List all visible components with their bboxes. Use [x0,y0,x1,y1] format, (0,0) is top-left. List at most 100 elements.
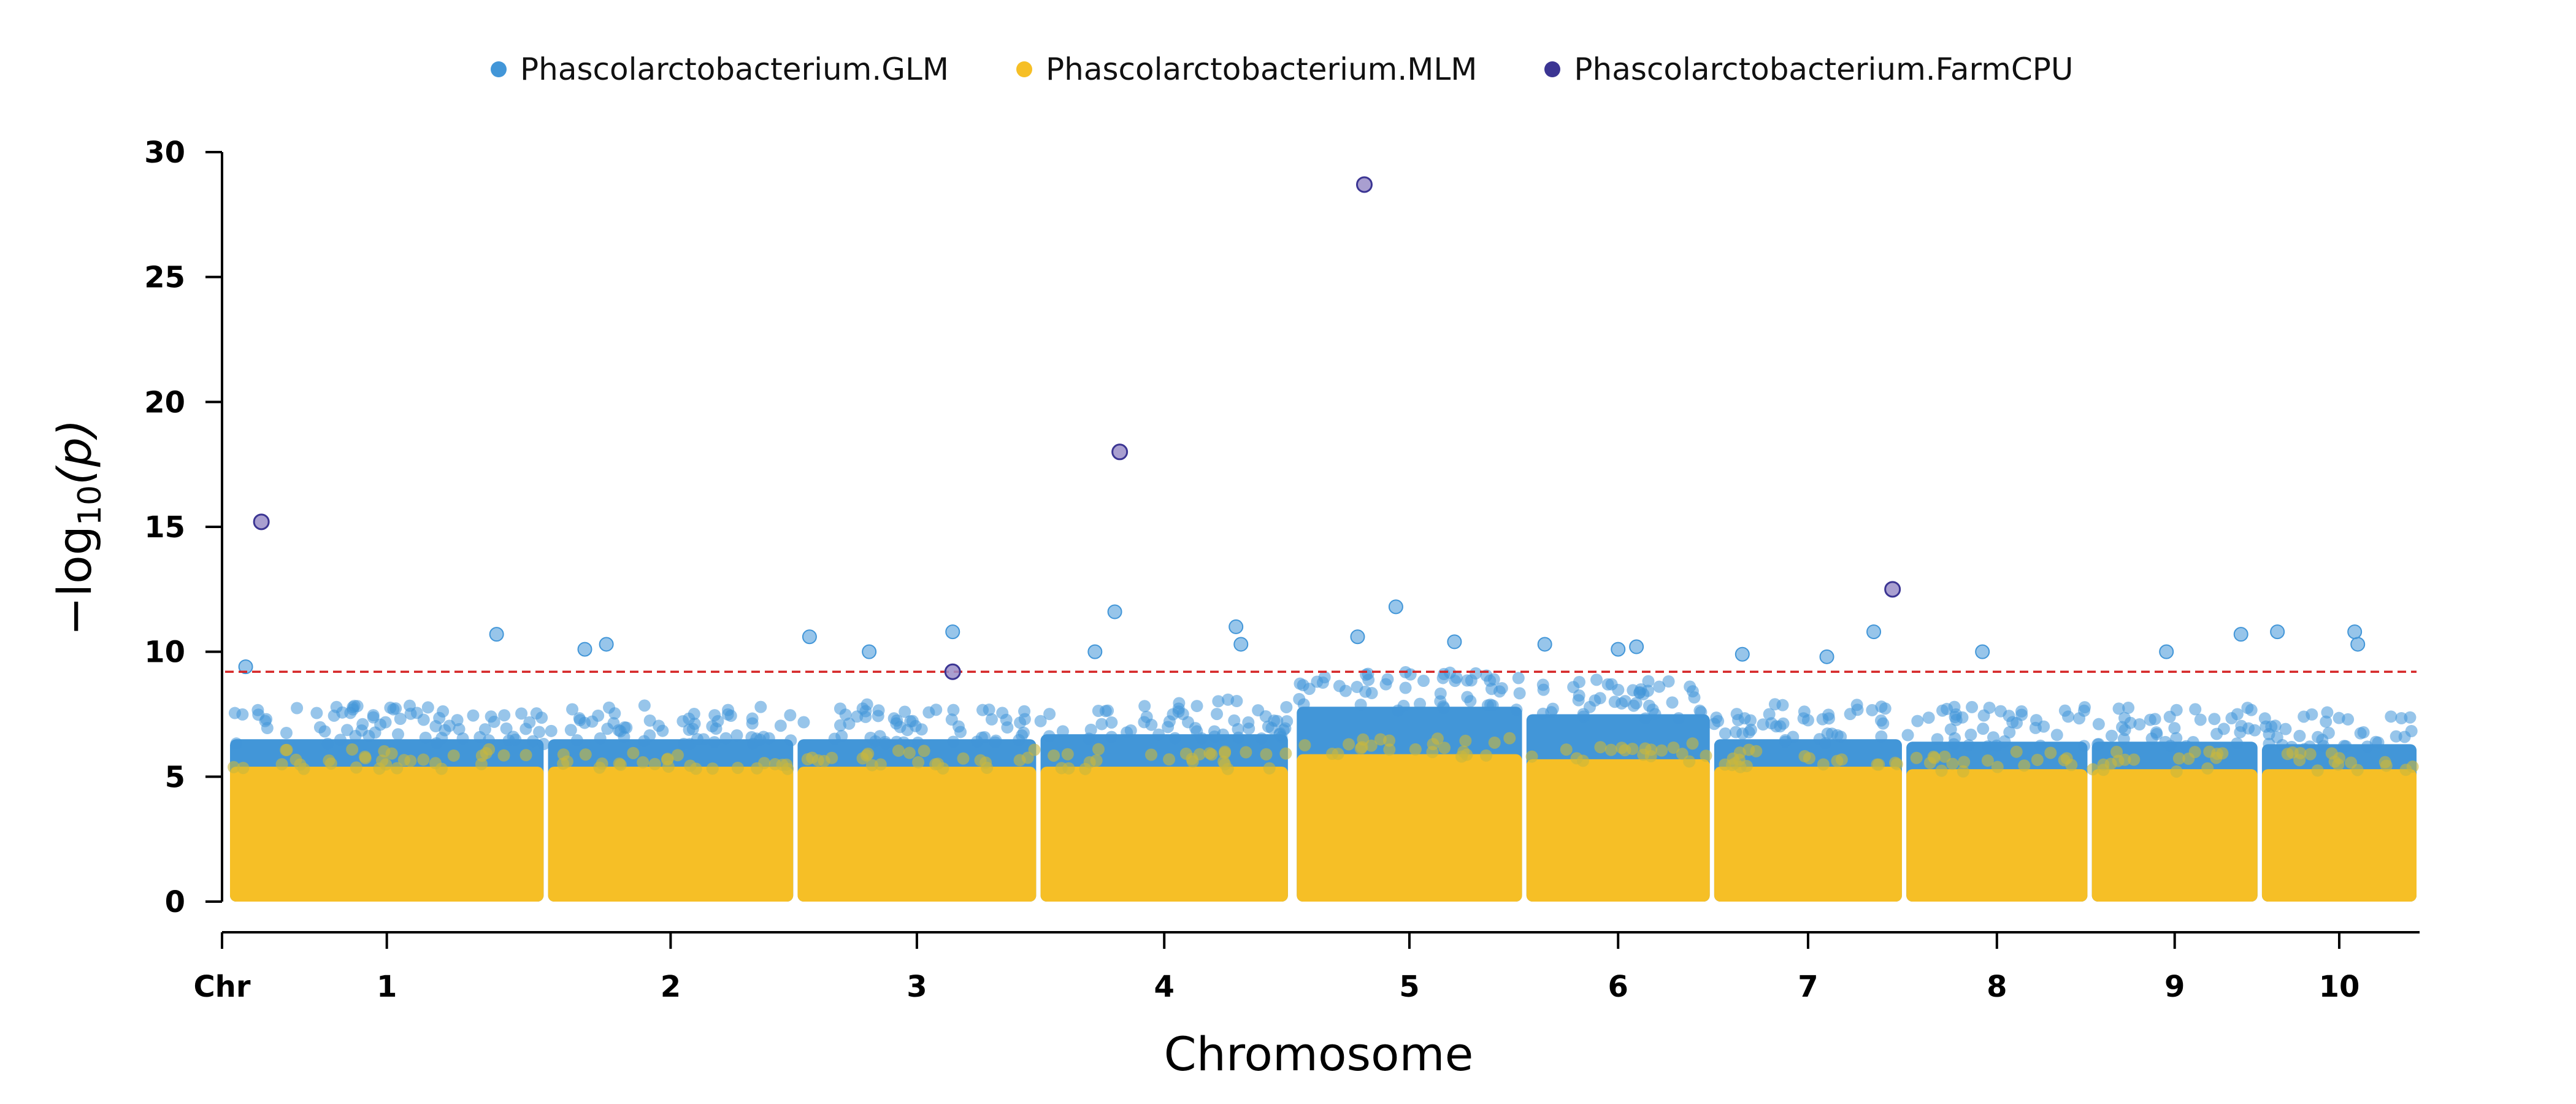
mlm-point [1938,750,1951,763]
glm-point [1293,692,1306,705]
glm-point [545,724,558,737]
mlm-band-chr7 [1714,767,1902,902]
mlm-point [1525,750,1538,763]
mlm-point [661,753,674,765]
glm-top-hit [2347,624,2363,640]
glm-point [2092,738,2105,751]
mlm-point [350,761,362,774]
mlm-point [1676,748,1689,761]
glm-point [1486,699,1499,712]
glm-point [1966,700,1979,713]
glm-point [947,703,960,716]
glm-point [1318,671,1331,684]
glm-point [1875,700,1888,713]
mlm-band-chr9 [2091,769,2258,902]
legend-label-mlm: Phascolarctobacterium.MLM [1046,52,1478,87]
glm-point [2317,740,2330,753]
glm-top-hit [802,629,817,645]
glm-point [2180,740,2193,753]
mlm-point [2112,754,2125,767]
glm-point [754,700,767,713]
x-tick-label: 8 [1987,970,2007,1004]
glm-point [1936,704,1949,717]
glm-point [1798,705,1811,718]
glm-point [2293,729,2306,742]
glm-point [730,729,743,742]
glm-point [2092,718,2105,730]
plot-area [225,176,2419,902]
mlm-point [561,755,573,768]
mlm-point [1343,738,1355,751]
glm-point [394,713,407,726]
glm-point [2405,724,2418,737]
glm-point [2210,727,2223,740]
glm-top-hit [238,659,253,675]
mlm-point [751,762,764,775]
glm-point [488,715,500,728]
mlm-point [918,745,930,757]
glm-point [334,734,347,746]
glm-point [2168,722,2181,735]
mlm-point [346,743,359,756]
glm-point [608,707,621,720]
glm-point [1732,714,1745,727]
glm-point [774,719,787,732]
glm-point [430,737,443,749]
mlm-point [579,748,592,761]
y-axis-title: −log10(p) [47,419,109,635]
glm-top-hit [1629,639,1644,654]
mlm-point [1279,747,1292,760]
glm-point [947,735,960,748]
glm-point [1742,726,1755,739]
mlm-point [2010,745,2023,758]
mlm-point [1332,748,1344,761]
glm-point [656,724,669,737]
mlm-point [1890,757,1903,770]
glm-point [1931,733,1944,746]
glm-point [1646,703,1659,716]
glm-point [1630,697,1643,710]
glm-point [1351,681,1363,694]
glm-point [1495,682,1508,695]
x-tick-label: 2 [661,970,681,1004]
glm-point [906,715,919,727]
mlm-point [1240,746,1252,759]
mlm-point [1163,753,1176,766]
mlm-point [1457,745,1470,758]
mlm-point [2311,764,2324,777]
glm-top-hit [599,637,614,652]
mlm-point [294,758,307,771]
glm-point [498,709,511,722]
glm-point [1018,713,1031,726]
glm-top-hit [1107,604,1122,619]
glm-point [880,738,892,751]
legend-item-glm: Phascolarctobacterium.GLM [491,52,949,87]
glm-point [762,732,775,745]
mlm-point [2281,748,2294,761]
mlm-point [1426,746,1439,759]
glm-top-hit [1735,646,1750,662]
y-tick-label: 25 [144,261,185,295]
glm-point [1744,714,1757,727]
glm-point [2298,710,2310,723]
mlm-band-chr6 [1526,759,1710,902]
glm-point [2037,720,2050,733]
mlm-point [2293,754,2306,767]
mlm-point [1298,739,1311,752]
glm-point [2144,713,2156,726]
mlm-point [280,743,293,756]
glm-point [417,713,430,726]
glm-point [2062,710,2075,723]
glm-point [1616,697,1628,710]
glm-point [483,734,496,747]
glm-point [1242,716,1255,729]
glm-point [1922,711,1935,724]
glm-point [1417,675,1430,688]
glm-point [1208,730,1221,743]
glm-point [1397,699,1410,712]
glm-point [537,738,550,751]
glm-point [344,707,357,719]
glm-top-hit [1087,644,1103,659]
mlm-point [1991,761,2004,773]
glm-point [1977,723,1990,735]
